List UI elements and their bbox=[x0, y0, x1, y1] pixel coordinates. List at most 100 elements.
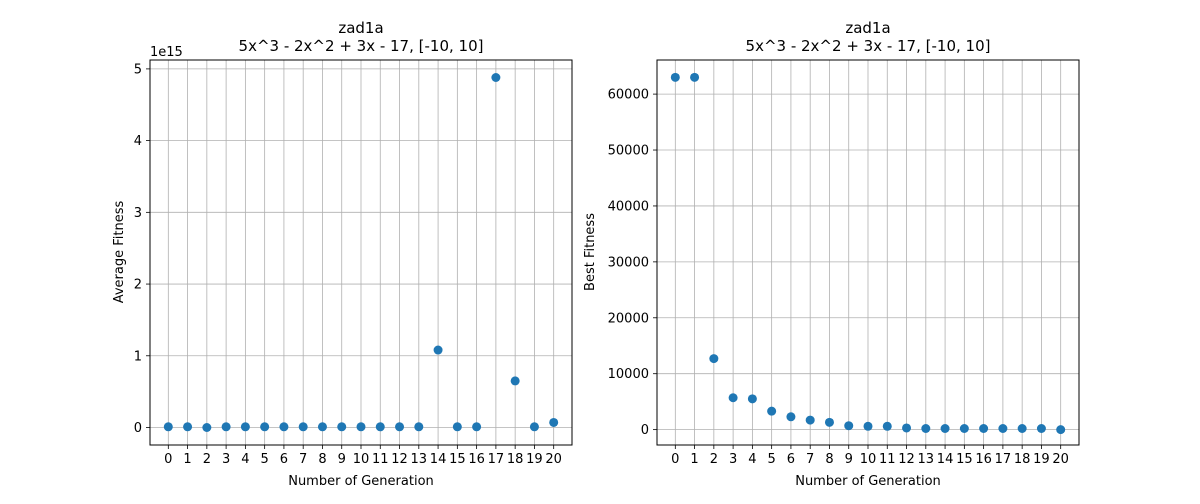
chart-subtitle: 5x^3 - 2x^2 + 3x - 17, [-10, 10] bbox=[746, 37, 991, 55]
data-point bbox=[317, 422, 327, 432]
y-tick-label: 2 bbox=[134, 278, 142, 293]
data-point bbox=[375, 422, 385, 432]
x-tick-label: 6 bbox=[787, 452, 795, 467]
x-tick-label: 11 bbox=[372, 452, 389, 467]
data-point bbox=[690, 72, 700, 82]
chart-title: zad1a bbox=[845, 19, 890, 37]
data-point bbox=[670, 72, 680, 82]
data-point bbox=[337, 422, 347, 432]
x-tick-label: 4 bbox=[748, 452, 756, 467]
x-tick-label: 15 bbox=[956, 452, 973, 467]
data-point bbox=[728, 393, 738, 403]
x-tick-label: 5 bbox=[768, 452, 776, 467]
data-point bbox=[805, 415, 815, 425]
y-tick-label: 10000 bbox=[608, 367, 649, 382]
data-point bbox=[163, 422, 173, 432]
y-tick-labels: 0 10000 20000 30000 40000 50000 60000 bbox=[608, 88, 657, 438]
data-point bbox=[395, 422, 405, 432]
data-point bbox=[1017, 424, 1027, 434]
x-tick-label: 16 bbox=[468, 452, 485, 467]
x-tick-label: 15 bbox=[449, 452, 466, 467]
y-tick-label: 0 bbox=[641, 423, 649, 438]
x-tick-label: 12 bbox=[898, 452, 915, 467]
x-tick-label: 20 bbox=[545, 452, 562, 467]
x-tick-label: 0 bbox=[671, 452, 679, 467]
x-tick-label: 8 bbox=[825, 452, 833, 467]
y-tick-label: 50000 bbox=[608, 144, 649, 159]
x-tick-label: 1 bbox=[183, 452, 191, 467]
x-tick-label: 2 bbox=[710, 452, 718, 467]
data-point bbox=[940, 424, 950, 434]
data-point bbox=[414, 422, 424, 432]
data-point bbox=[767, 406, 777, 416]
x-tick-label: 0 bbox=[164, 452, 172, 467]
data-point bbox=[240, 422, 250, 432]
grid-lines bbox=[657, 60, 1079, 445]
x-tick-label: 9 bbox=[338, 452, 346, 467]
x-tick-label: 14 bbox=[937, 452, 954, 467]
data-point bbox=[998, 424, 1008, 434]
grid-lines bbox=[150, 60, 572, 445]
data-point bbox=[221, 422, 231, 432]
data-point bbox=[882, 421, 892, 431]
x-tick-label: 3 bbox=[222, 452, 230, 467]
data-point bbox=[824, 417, 834, 427]
x-axis-label: Number of Generation bbox=[795, 474, 941, 489]
x-tick-label: 18 bbox=[507, 452, 524, 467]
y-tick-label: 4 bbox=[134, 134, 142, 149]
average-fitness-chart: zad1a 5x^3 - 2x^2 + 3x - 17, [-10, 10] 1… bbox=[112, 19, 573, 489]
y-tick-label: 0 bbox=[134, 421, 142, 436]
data-point bbox=[549, 417, 559, 427]
y-tick-label: 40000 bbox=[608, 199, 649, 214]
x-tick-label: 10 bbox=[353, 452, 370, 467]
x-tick-label: 13 bbox=[918, 452, 935, 467]
y-tick-label: 30000 bbox=[608, 255, 649, 270]
x-axis-label: Number of Generation bbox=[288, 474, 434, 489]
best-fitness-chart: zad1a 5x^3 - 2x^2 + 3x - 17, [-10, 10] 0… bbox=[583, 19, 1080, 489]
data-point bbox=[979, 424, 989, 434]
x-tick-label: 19 bbox=[1033, 452, 1050, 467]
data-point bbox=[529, 422, 539, 432]
y-tick-label: 5 bbox=[134, 62, 142, 77]
data-point bbox=[298, 422, 308, 432]
chart-title: zad1a bbox=[338, 19, 383, 37]
x-tick-label: 7 bbox=[806, 452, 814, 467]
data-point bbox=[1056, 425, 1066, 435]
x-tick-label: 14 bbox=[430, 452, 447, 467]
data-point bbox=[902, 423, 912, 433]
x-tick-label: 16 bbox=[975, 452, 992, 467]
data-point bbox=[472, 422, 482, 432]
data-point bbox=[183, 422, 193, 432]
data-points bbox=[670, 72, 1066, 435]
x-tick-label: 20 bbox=[1052, 452, 1069, 467]
data-point bbox=[844, 421, 854, 431]
x-tick-label: 2 bbox=[203, 452, 211, 467]
y-offset-label: 1e15 bbox=[150, 45, 183, 60]
x-tick-label: 10 bbox=[860, 452, 877, 467]
x-tick-label: 17 bbox=[995, 452, 1012, 467]
y-axis-label: Average Fitness bbox=[112, 201, 127, 304]
y-tick-label: 20000 bbox=[608, 311, 649, 326]
y-tick-label: 1 bbox=[134, 349, 142, 364]
x-tick-labels: 0 1 2 3 4 5 6 7 8 9 10 11 12 13 14 15 16 17 18 19 20 bbox=[671, 445, 1069, 467]
x-tick-label: 12 bbox=[391, 452, 408, 467]
data-point bbox=[510, 376, 520, 386]
x-tick-label: 8 bbox=[318, 452, 326, 467]
x-tick-labels: 0 1 2 3 4 5 6 7 8 9 10 11 12 13 14 15 16 17 18 19 20 bbox=[164, 445, 562, 467]
data-point bbox=[202, 423, 212, 432]
data-point bbox=[452, 422, 462, 432]
x-tick-label: 7 bbox=[299, 452, 307, 467]
y-tick-label: 3 bbox=[134, 206, 142, 221]
x-tick-label: 5 bbox=[261, 452, 269, 467]
y-axis-label: Best Fitness bbox=[583, 213, 598, 291]
x-tick-label: 17 bbox=[488, 452, 505, 467]
data-point bbox=[709, 354, 719, 364]
data-point bbox=[747, 394, 757, 404]
x-tick-label: 6 bbox=[280, 452, 288, 467]
x-tick-label: 4 bbox=[241, 452, 249, 467]
data-point bbox=[491, 73, 501, 82]
data-points bbox=[163, 73, 559, 432]
x-tick-label: 19 bbox=[526, 452, 543, 467]
